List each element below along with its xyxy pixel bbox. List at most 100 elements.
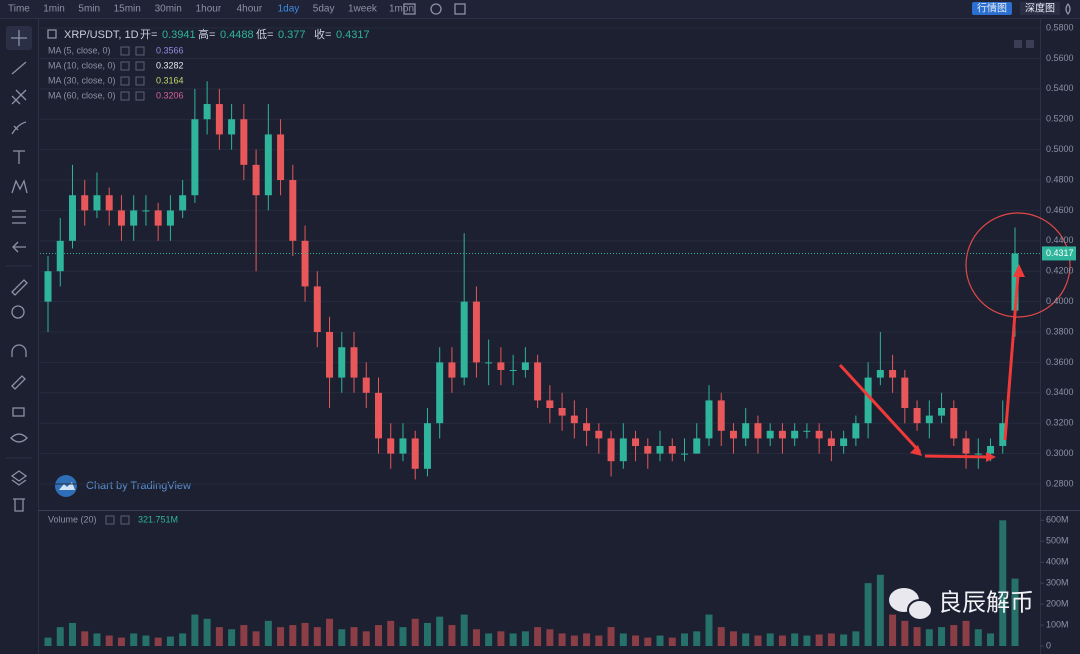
pattern-tool[interactable]: [11, 179, 28, 194]
ma-settings[interactable]: [120, 76, 130, 86]
volume-bar: [228, 629, 236, 646]
volume-bar: [485, 633, 493, 646]
ma-close[interactable]: [135, 46, 145, 56]
ma-legend-value: 0.3566: [156, 45, 184, 55]
y-tick-label: 0.3600: [1046, 357, 1074, 367]
interval-button[interactable]: 30min: [155, 4, 182, 15]
candle-body: [889, 370, 897, 378]
arrow-head: [910, 445, 922, 456]
candle-body: [864, 377, 872, 424]
candle-body: [130, 210, 138, 226]
view-tab-label[interactable]: 行情图: [977, 2, 1007, 15]
volume-bar: [717, 627, 725, 646]
interval-button[interactable]: 1mon: [389, 4, 414, 15]
candle-body: [693, 438, 701, 454]
lock-tool[interactable]: [12, 407, 25, 417]
candle-body: [93, 195, 101, 211]
interval-button[interactable]: 1hour: [196, 4, 222, 15]
candle-body: [215, 104, 223, 135]
ma-close[interactable]: [135, 76, 145, 86]
eye-tool[interactable]: [10, 433, 28, 443]
pane-button[interactable]: [1014, 40, 1022, 48]
candle-body: [117, 210, 125, 226]
crosshair-tool[interactable]: [11, 30, 27, 46]
text-tool[interactable]: [13, 150, 25, 164]
volume-legend-value: 321.751M: [138, 514, 178, 524]
candle-body: [521, 362, 529, 371]
volume-bar: [521, 631, 529, 646]
ma-legend-value: 0.3164: [156, 75, 184, 85]
indicator-icon[interactable]: [403, 3, 416, 15]
delete-tool[interactable]: [13, 498, 25, 512]
volume-bar: [68, 622, 76, 646]
view-tab-label[interactable]: 深度图: [1025, 2, 1055, 15]
interval-button[interactable]: 5min: [78, 4, 100, 15]
ohlc-value: 0.3941: [162, 29, 196, 41]
fullscreen-icon[interactable]: [454, 3, 466, 15]
y-tick-label: 0.4200: [1046, 266, 1074, 276]
ma-settings[interactable]: [120, 46, 130, 56]
collapse-icon[interactable]: [47, 29, 57, 39]
ohlc-label: 低=: [256, 28, 273, 41]
tradingview-badge: Chart by TradingView: [55, 475, 191, 497]
account-watermark: 良辰解币: [889, 588, 1034, 621]
y-tick-label: 0.3800: [1046, 326, 1074, 336]
layers-tool[interactable]: [10, 470, 28, 486]
volume-bar: [570, 635, 578, 646]
ma-legend-name: MA (5, close, 0): [48, 45, 111, 55]
y-tick-label: 0.4400: [1046, 235, 1074, 245]
volume-bar: [803, 635, 811, 646]
interval-button[interactable]: 5day: [313, 4, 335, 15]
lock-drawing-tool[interactable]: [11, 375, 26, 390]
candle-body: [68, 195, 76, 241]
back-tool[interactable]: [12, 241, 26, 253]
candle-body: [277, 134, 285, 181]
interval-button[interactable]: 1week: [348, 4, 378, 15]
brush-tool[interactable]: [11, 121, 27, 135]
magnet-tool[interactable]: [11, 344, 27, 357]
interval-button[interactable]: 4hour: [237, 4, 263, 15]
candle-body: [338, 347, 346, 378]
candle-body: [644, 445, 652, 454]
candle-body: [326, 332, 334, 378]
candle-body: [166, 210, 174, 226]
ma-settings[interactable]: [120, 61, 130, 71]
y-tick-label: 0.5000: [1046, 144, 1074, 154]
ma-legend-name: MA (30, close, 0): [48, 75, 116, 85]
ma-close[interactable]: [135, 91, 145, 101]
theme-icon[interactable]: [1065, 2, 1071, 16]
volume-bar: [117, 637, 125, 646]
fib-tool[interactable]: [11, 89, 27, 105]
zoom-tool[interactable]: [11, 305, 25, 319]
interval-button[interactable]: 1day: [278, 4, 300, 15]
volume-bar: [142, 635, 150, 646]
volume-bar: [693, 631, 701, 646]
ohlc-value: 0.377: [278, 29, 306, 41]
arrow-flat: [924, 454, 991, 459]
interval-button[interactable]: Time: [8, 4, 30, 15]
candle-body: [56, 240, 64, 272]
pane-button[interactable]: [1026, 40, 1034, 48]
settings-icon[interactable]: [430, 3, 442, 15]
ruler-tool[interactable]: [11, 279, 28, 296]
prediction-tool[interactable]: [12, 210, 26, 224]
volume-bar: [472, 629, 480, 646]
ma-settings[interactable]: [120, 91, 130, 101]
volume-bar: [277, 627, 285, 646]
volume-bar: [191, 614, 199, 646]
ma-close[interactable]: [135, 61, 145, 71]
interval-button[interactable]: 1min: [43, 4, 65, 15]
tradingview-text: Chart by TradingView: [86, 480, 191, 492]
volume-bar: [901, 620, 909, 646]
candle-body: [362, 377, 370, 393]
line-tool[interactable]: [11, 61, 27, 75]
candle-body: [485, 362, 493, 364]
candle-body: [778, 430, 786, 439]
candle-body: [423, 423, 431, 469]
volume-bar: [313, 627, 321, 646]
candle-body: [827, 438, 835, 446]
candle-body: [472, 301, 480, 363]
volume-bar: [301, 622, 309, 646]
interval-button[interactable]: 15min: [114, 4, 141, 15]
